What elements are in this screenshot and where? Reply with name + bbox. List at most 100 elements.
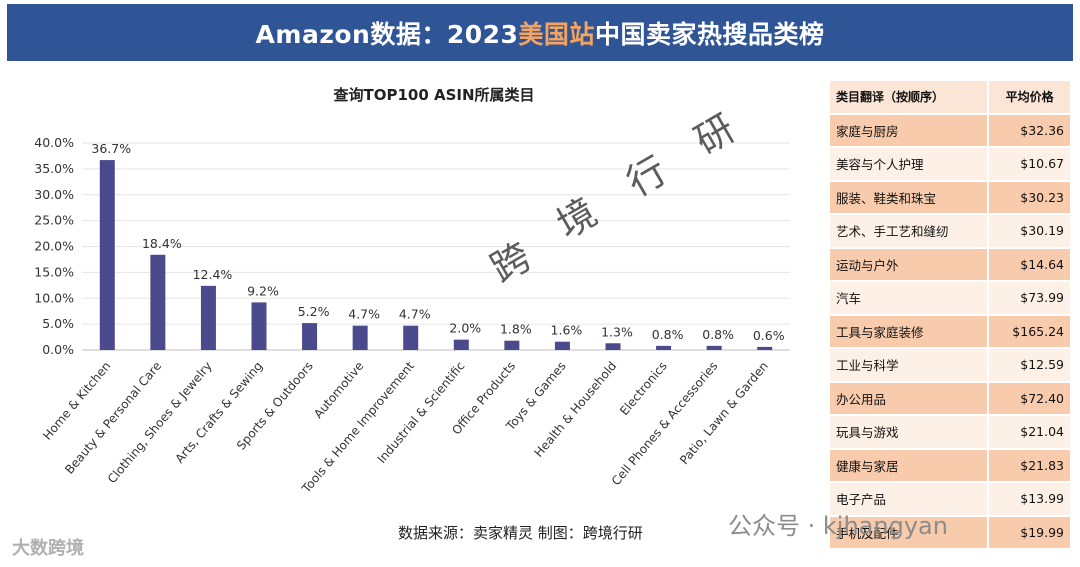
bar xyxy=(554,341,570,350)
x-tick-label: Electronics xyxy=(617,359,670,418)
x-tick-label: Patio, Lawn & Garden xyxy=(677,359,771,467)
y-tick-label: 40.0% xyxy=(34,135,74,150)
bar xyxy=(706,345,722,350)
table-cell-category: 汽车 xyxy=(830,281,989,316)
x-tick-label: Beauty & Personal Care xyxy=(62,359,164,477)
x-tick-label: Automotive xyxy=(311,359,366,421)
table-cell-category: 办公用品 xyxy=(830,381,989,416)
bar-value-label: 0.8% xyxy=(702,327,734,342)
table-cell-price: $14.64 xyxy=(987,247,1070,282)
x-tick-label: Clothing, Shoes & Jewelry xyxy=(105,359,215,486)
y-tick-label: 30.0% xyxy=(34,187,74,202)
title-highlight: 美国站 xyxy=(518,19,595,49)
table-header-price: 平均价格 xyxy=(987,81,1070,115)
table-cell-price: $21.83 xyxy=(987,448,1070,483)
table-cell-category: 工具与家庭装修 xyxy=(830,314,989,349)
bar-value-label: 36.7% xyxy=(91,141,131,156)
table-cell-category: 工业与科学 xyxy=(830,348,989,383)
bar-value-label: 4.7% xyxy=(348,307,380,322)
table-row: 手机及配件 $19.99 xyxy=(830,515,1070,550)
source-note: 数据来源：卖家精灵 制图：跨境行研 xyxy=(398,524,643,542)
table-row: 工业与科学 $12.59 xyxy=(830,348,1070,383)
bar-value-label: 1.6% xyxy=(551,323,583,338)
table-cell-price: $30.19 xyxy=(987,214,1070,249)
table-cell-price: $10.67 xyxy=(987,147,1070,182)
table-cell-category: 玩具与游戏 xyxy=(830,415,989,450)
bar xyxy=(302,323,318,350)
table-cell-category: 健康与家居 xyxy=(830,448,989,483)
title-banner: Amazon数据：2023美国站中国卖家热搜品类榜 xyxy=(7,4,1073,61)
table-cell-category: 运动与户外 xyxy=(830,247,989,282)
table-header-category: 类目翻译（按顺序） xyxy=(830,81,989,115)
title-prefix: Amazon数据：2023 xyxy=(255,19,519,49)
x-tick-label: Industrial & Scientific xyxy=(375,359,468,466)
bar xyxy=(403,325,419,350)
watermark-corner-left: 大数跨境 xyxy=(12,538,84,559)
x-tick-label: Arts, Crafts & Sewing xyxy=(172,359,265,466)
table-body: 家庭与厨房 $32.36 美容与个人护理 $10.67 服装、鞋类和珠宝 $30.23 艺术… xyxy=(830,113,1070,550)
bar-value-label: 1.8% xyxy=(500,322,532,337)
bar-value-label: 2.0% xyxy=(449,321,481,336)
bar-value-label: 4.7% xyxy=(399,307,431,322)
table-cell-price: $21.04 xyxy=(987,415,1070,450)
table-row: 工具与家庭装修 $165.24 xyxy=(830,314,1070,349)
table-row: 服装、鞋类和珠宝 $30.23 xyxy=(830,180,1070,215)
table-row: 办公用品 $72.40 xyxy=(830,381,1070,416)
bar-value-label: 12.4% xyxy=(193,267,233,282)
y-tick-label: 15.0% xyxy=(34,264,74,279)
bar xyxy=(656,345,672,350)
price-table: 类目翻译（按顺序） 平均价格 家庭与厨房 $32.36 美容与个人护理 $10.67 服… xyxy=(830,81,1070,550)
y-tick-label: 0.0% xyxy=(42,342,74,357)
bar xyxy=(453,339,469,350)
table-row: 运动与户外 $14.64 xyxy=(830,247,1070,282)
bar-value-label: 0.6% xyxy=(753,328,785,343)
watermark-corner-right: 公众号 · kjhangyan xyxy=(728,512,948,540)
bar xyxy=(150,254,166,350)
table-cell-price: $12.59 xyxy=(987,348,1070,383)
table-row: 美容与个人护理 $10.67 xyxy=(830,147,1070,182)
bar-value-label: 18.4% xyxy=(142,236,182,251)
bar xyxy=(605,343,621,350)
bar-value-label: 5.2% xyxy=(298,304,330,319)
table-row: 电子产品 $13.99 xyxy=(830,482,1070,517)
table-cell-price: $72.40 xyxy=(987,381,1070,416)
bar xyxy=(99,160,115,350)
y-tick-label: 5.0% xyxy=(42,316,74,331)
gridlines xyxy=(82,142,790,351)
table-cell-price: $19.99 xyxy=(987,515,1070,550)
table-cell-price: $32.36 xyxy=(987,113,1070,148)
bar xyxy=(504,340,520,350)
title-suffix: 中国卖家热搜品类榜 xyxy=(594,19,825,49)
table-cell-category: 家庭与厨房 xyxy=(830,113,989,148)
bar-chart: 查询TOP100 ASIN所属类目 0.0% 5.0% 10.0% 15.0% 20.0… xyxy=(34,86,790,497)
table-cell-category: 电子产品 xyxy=(830,482,989,517)
table-cell-price: $30.23 xyxy=(987,180,1070,215)
bar-value-label: 0.8% xyxy=(652,327,684,342)
chart-title: 查询TOP100 ASIN所属类目 xyxy=(333,86,534,104)
table-cell-price: $73.99 xyxy=(987,281,1070,316)
y-tick-label: 20.0% xyxy=(34,239,74,254)
table-cell-price: $13.99 xyxy=(987,482,1070,517)
table-row: 玩具与游戏 $21.04 xyxy=(830,415,1070,450)
table-row: 艺术、手工艺和缝纫 $30.19 xyxy=(830,214,1070,249)
table-cell-category: 服装、鞋类和珠宝 xyxy=(830,180,989,215)
table-row: 家庭与厨房 $32.36 xyxy=(830,113,1070,148)
bars: 36.7% 18.4% 12.4% 9.2% 5.2% 4.7% 4.7% 2.0% 1.8% 1… xyxy=(91,141,785,350)
table-cell-price: $165.24 xyxy=(987,314,1070,349)
page-title: Amazon数据：2023美国站中国卖家热搜品类榜 xyxy=(256,15,825,51)
y-tick-label: 10.0% xyxy=(34,290,74,305)
bar xyxy=(200,285,216,350)
x-tick-label: Cell Phones & Accessories xyxy=(609,359,721,488)
y-axis: 0.0% 5.0% 10.0% 15.0% 20.0% 25.0% 30.0% 35.0% 40… xyxy=(34,135,74,357)
table-cell-category: 美容与个人护理 xyxy=(830,147,989,182)
table-row: 汽车 $73.99 xyxy=(830,281,1070,316)
bar-value-label: 9.2% xyxy=(247,283,279,298)
bar xyxy=(251,302,267,350)
y-tick-label: 25.0% xyxy=(34,213,74,228)
table-cell-category: 艺术、手工艺和缝纫 xyxy=(830,214,989,249)
bar xyxy=(352,325,368,350)
bar-value-label: 1.3% xyxy=(601,324,633,339)
bar xyxy=(757,346,773,350)
table-cell-category: 手机及配件 xyxy=(830,515,989,550)
